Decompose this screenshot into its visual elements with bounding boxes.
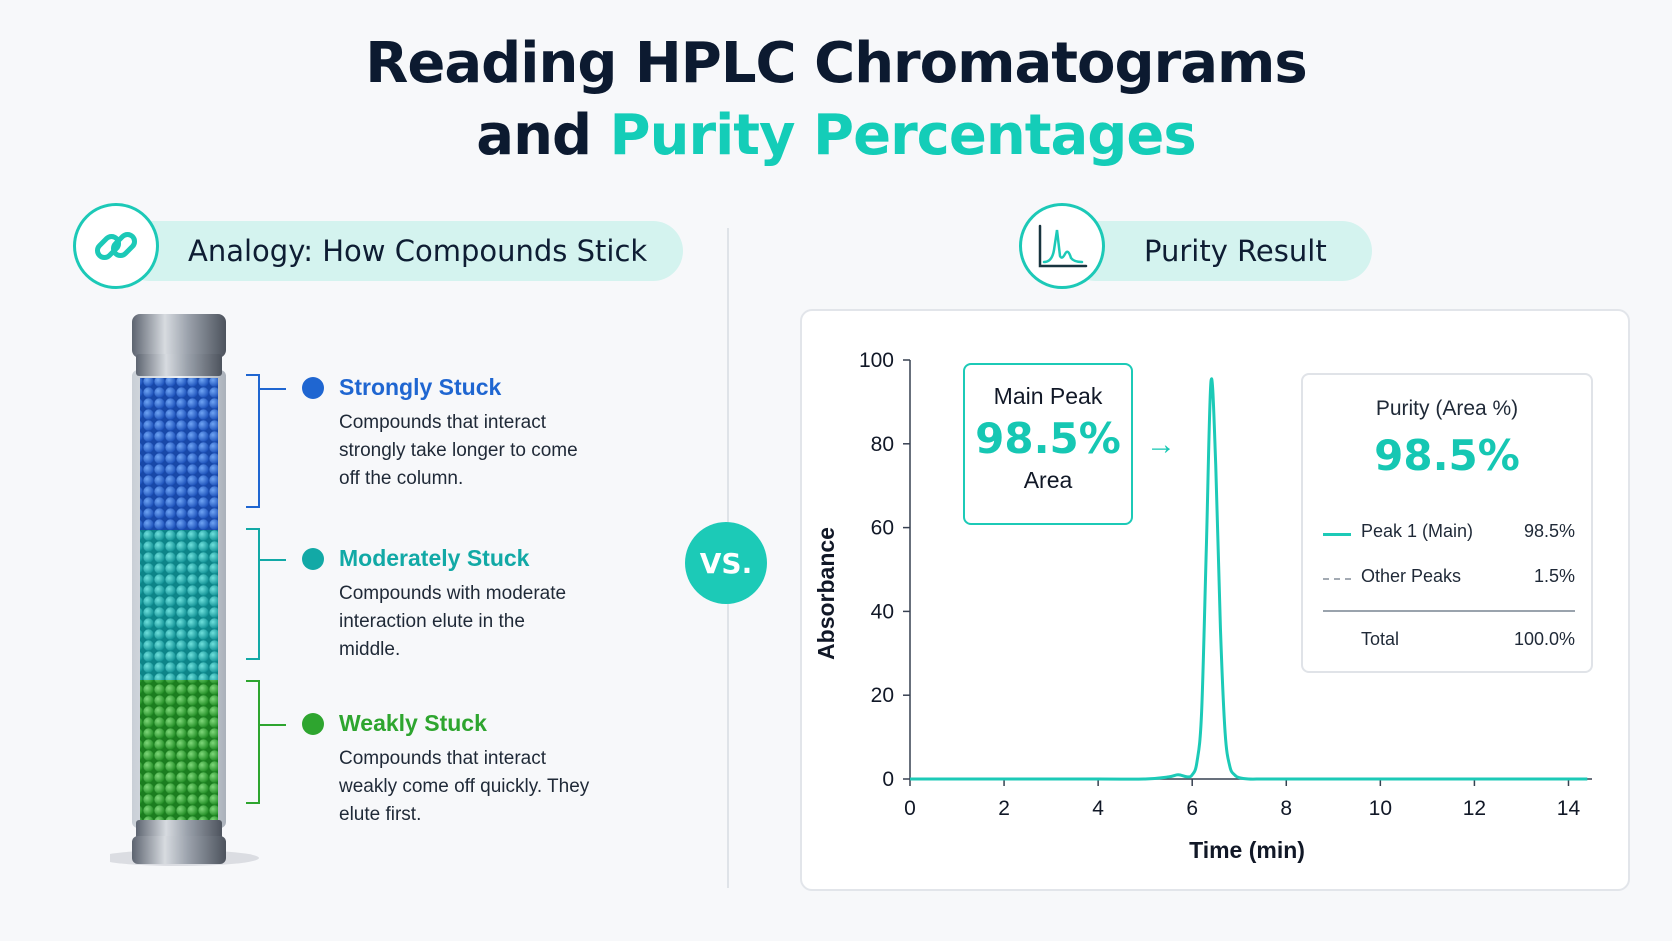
purity-result-header-label: Purity Result xyxy=(1144,234,1327,268)
x-tick-label: 4 xyxy=(1092,797,1104,820)
strongly-stuck-heading: Strongly Stuck xyxy=(339,374,502,400)
y-tick-label: 40 xyxy=(871,600,894,623)
chromatogram-trace xyxy=(910,377,1588,781)
y-tick-label: 20 xyxy=(871,684,894,707)
strongly-stuck-dot xyxy=(302,377,324,399)
weakly-stuck-text: Compounds that interact weakly come off … xyxy=(339,748,590,825)
x-tick-label: 6 xyxy=(1186,797,1198,820)
main-peak-label: Main Peak xyxy=(993,383,1103,409)
purity-value: 98.5% xyxy=(1374,431,1520,480)
y-axis-label: Absorbance xyxy=(813,527,839,660)
link-icon-badge xyxy=(73,203,159,289)
main-peak-callout: Main Peak 98.5% Area xyxy=(963,363,1133,525)
x-tick-label: 14 xyxy=(1557,797,1581,820)
analogy-header: Analogy: How Compounds Stick xyxy=(120,221,683,281)
hplc-column-illustration xyxy=(110,314,259,866)
purity-row-other: Other Peaks 1.5% xyxy=(1323,566,1575,592)
purity-result-header: Purity Result xyxy=(1066,221,1372,281)
x-tick-label: 12 xyxy=(1463,797,1486,820)
purity-total-label: Total xyxy=(1361,629,1400,649)
link-icon xyxy=(94,231,138,261)
y-tick-label: 100 xyxy=(859,349,894,372)
purity-row-total: Total 100.0% xyxy=(1323,629,1575,655)
moderately-stuck-dot xyxy=(302,548,324,570)
bracket-strong-tick xyxy=(258,388,286,390)
other-peaks-swatch xyxy=(1323,578,1351,580)
main-peak-swatch xyxy=(1323,533,1351,536)
main-peak-value: 98.5% xyxy=(975,414,1121,463)
weakly-stuck-dot xyxy=(302,713,324,735)
purity-total-value: 100.0% xyxy=(1513,629,1575,649)
analogy-header-label: Analogy: How Compounds Stick xyxy=(188,234,648,268)
main-peak-sublabel: Area xyxy=(1023,467,1073,493)
chromatogram-icon-badge xyxy=(1019,203,1105,289)
title-line-2-prefix: and xyxy=(476,103,610,168)
x-tick-label: 8 xyxy=(1280,797,1292,820)
title-line-1: Reading HPLC Chromatograms xyxy=(365,31,1307,96)
purity-row-other-label: Other Peaks xyxy=(1361,566,1462,586)
vs-badge: VS. xyxy=(685,522,767,604)
purity-summary-box: Purity (Area %) 98.5% Peak 1 (Main) 98.5… xyxy=(1301,373,1593,673)
page-title: Reading HPLC Chromatograms and Purity Pe… xyxy=(0,28,1672,172)
chromatogram-icon xyxy=(1038,224,1088,268)
weakly-stuck-heading: Weakly Stuck xyxy=(339,710,487,736)
purity-title: Purity (Area %) xyxy=(1375,397,1519,420)
purity-row-main-value: 98.5% xyxy=(1523,521,1575,541)
purity-row-main: Peak 1 (Main) 98.5% xyxy=(1323,521,1575,547)
y-tick-label: 0 xyxy=(882,768,894,791)
bracket-moderate xyxy=(246,528,260,660)
moderately-stuck-text: Compounds with moderate interaction elut… xyxy=(339,583,567,660)
purity-row-main-label: Peak 1 (Main) xyxy=(1361,521,1474,541)
x-axis-label: Time (min) xyxy=(1189,837,1305,863)
strongly-stuck-text: Compounds that interact strongly take lo… xyxy=(339,412,578,489)
bracket-weak-tick xyxy=(258,724,286,726)
purity-row-other-value: 1.5% xyxy=(1533,566,1575,586)
y-tick-label: 80 xyxy=(871,433,894,456)
moderately-stuck-heading: Moderately Stuck xyxy=(339,545,530,571)
x-tick-label: 2 xyxy=(998,797,1010,820)
x-tick-label: 0 xyxy=(904,797,916,820)
bracket-strong xyxy=(246,374,260,508)
arrow-right-icon: → xyxy=(1146,428,1176,461)
x-tick-label: 10 xyxy=(1369,797,1392,820)
y-tick-label: 60 xyxy=(871,517,894,540)
title-line-2: and Purity Percentages xyxy=(0,100,1672,172)
bracket-moderate-tick xyxy=(258,559,286,561)
purity-divider xyxy=(1323,610,1575,612)
title-line-2-accent: Purity Percentages xyxy=(609,103,1197,168)
bracket-weak xyxy=(246,680,260,804)
